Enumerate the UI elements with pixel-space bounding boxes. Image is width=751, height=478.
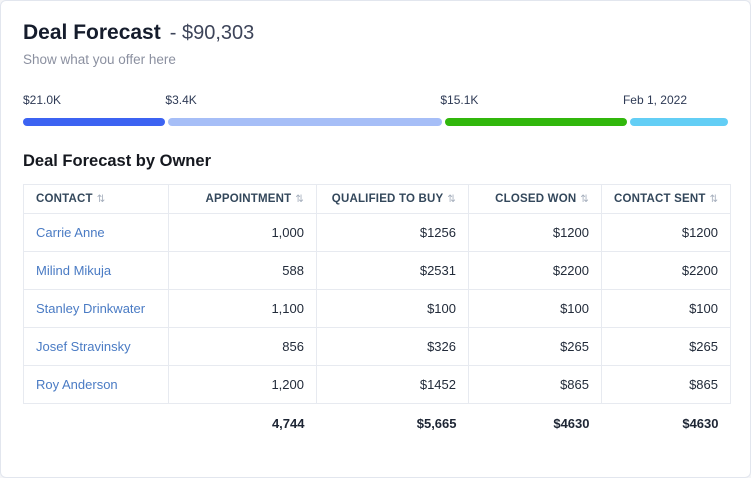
contact-link[interactable]: Stanley Drinkwater [36,301,146,316]
column-header-contact[interactable]: CONTACT ⇅ [23,184,169,214]
table-row: Josef Stravinsky 856 $326 $265 $265 [23,327,731,366]
contact-cell: Carrie Anne [23,213,169,252]
appointment-cell: 856 [168,327,317,366]
progress-segment-1 [167,118,442,126]
contact-link[interactable]: Carrie Anne [36,225,105,240]
progress-segment-3 [629,118,728,126]
contact-cell: Josef Stravinsky [23,327,169,366]
progress-label-2: $15.1K [440,93,479,107]
contact-sent-cell: $2200 [601,251,731,290]
appointment-cell: 588 [168,251,317,290]
progress-bar [23,118,728,126]
progress-segment-2 [444,118,627,126]
table-row: Roy Anderson 1,200 $1452 $865 $865 [23,365,731,404]
table-row: Milind Mikuja 588 $2531 $2200 $2200 [23,251,731,290]
qualified-cell: $100 [316,289,469,328]
totals-closed-won: $4630 [468,403,602,443]
progress-labels: $21.0K $3.4K $15.1K Feb 1, 2022 [23,93,728,113]
progress-label-0: $21.0K [23,93,62,107]
contact-link[interactable]: Josef Stravinsky [36,339,131,354]
column-header-label: CONTACT [36,193,93,205]
appointment-cell: 1,000 [168,213,317,252]
page-subtitle: Show what you offer here [23,52,176,67]
sort-icon[interactable]: ⇅ [295,194,304,205]
column-header-contact-sent[interactable]: CONTACT SENT ⇅ [601,184,731,214]
contact-sent-cell: $100 [601,289,731,328]
contact-sent-cell: $1200 [601,213,731,252]
column-header-qualified-to-buy[interactable]: QUALIFIED TO BUY ⇅ [316,184,469,214]
qualified-cell: $2531 [316,251,469,290]
table-row: Stanley Drinkwater 1,100 $100 $100 $100 [23,289,731,328]
progress-label-1: $3.4K [165,93,197,107]
contact-sent-cell: $265 [601,327,731,366]
totals-contact-sent: $4630 [601,403,731,443]
sort-icon[interactable]: ⇅ [709,194,719,205]
deal-progress: $21.0K $3.4K $15.1K Feb 1, 2022 [23,93,728,126]
sort-icon[interactable]: ⇅ [580,194,589,205]
appointment-cell: 1,200 [168,365,317,404]
closed-won-cell: $1200 [468,213,602,252]
closed-won-cell: $2200 [468,251,602,290]
column-header-appointment[interactable]: APPOINTMENT ⇅ [168,184,317,214]
contact-link[interactable]: Roy Anderson [36,377,118,392]
deal-forecast-table: CONTACT ⇅ APPOINTMENT ⇅ QUALIFIED TO BUY ⇅ … [23,184,731,443]
progress-label-3: Feb 1, 2022 [622,93,688,107]
closed-won-cell: $865 [468,365,602,404]
contact-link[interactable]: Milind Mikuja [36,263,112,278]
closed-won-cell: $265 [468,327,602,366]
totals-qualified: $5,665 [316,403,469,443]
sort-icon[interactable]: ⇅ [96,194,106,205]
qualified-cell: $1256 [316,213,469,252]
contact-cell: Milind Mikuja [23,251,169,290]
appointment-cell: 1,100 [168,289,317,328]
qualified-cell: $326 [316,327,469,366]
progress-segment-0 [23,118,165,126]
closed-won-cell: $100 [468,289,602,328]
table-totals-row: 4,744 $5,665 $4630 $4630 [23,403,731,443]
header: Deal Forecast - $90,303 [23,21,728,45]
column-header-closed-won[interactable]: CLOSED WON ⇅ [468,184,602,214]
contact-cell: Stanley Drinkwater [23,289,169,328]
page-title-amount: - $90,303 [169,22,255,44]
table-header-row: CONTACT ⇅ APPOINTMENT ⇅ QUALIFIED TO BUY ⇅ … [23,184,731,214]
page-title: Deal Forecast [23,21,161,44]
contact-sent-cell: $865 [601,365,731,404]
column-header-label: CLOSED WON [495,193,577,205]
table-row: Carrie Anne 1,000 $1256 $1200 $1200 [23,213,731,252]
totals-empty-cell [23,403,169,443]
section-title: Deal Forecast by Owner [23,152,211,170]
column-header-label: QUALIFIED TO BUY [331,193,444,205]
contact-cell: Roy Anderson [23,365,169,404]
totals-appointment: 4,744 [168,403,317,443]
column-header-label: APPOINTMENT [205,193,292,205]
sort-icon[interactable]: ⇅ [447,194,456,205]
column-header-label: CONTACT SENT [614,193,706,205]
qualified-cell: $1452 [316,365,469,404]
